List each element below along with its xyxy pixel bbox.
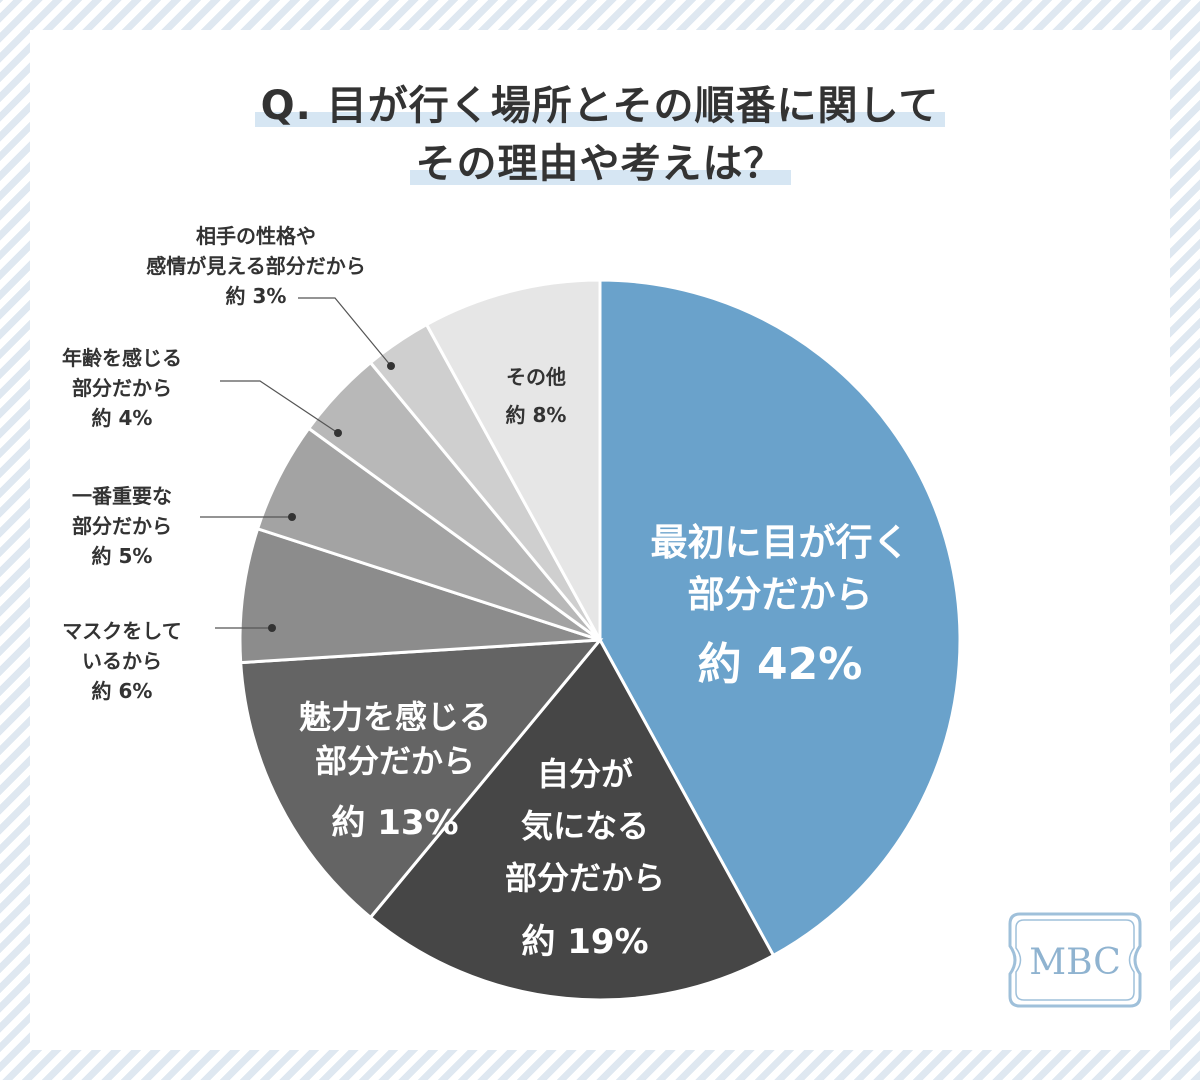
title-text-1: Q. 目が行く場所とその順番に関して bbox=[254, 82, 946, 130]
callout-pct-4: 約 5% bbox=[92, 544, 153, 568]
slice-label-1-line-1: 気になる bbox=[521, 807, 649, 845]
callout-dot-4 bbox=[288, 513, 296, 521]
callout-dot-6 bbox=[387, 362, 395, 370]
slice-label-7-line-0: その他 bbox=[506, 365, 566, 389]
mbc-logo: MBC bbox=[1008, 912, 1142, 1008]
pie-slice-7 bbox=[424, 278, 602, 641]
callout-label-4-line-0: 一番重要な bbox=[72, 484, 172, 508]
callout-label-6-line-0: 相手の性格や bbox=[196, 224, 316, 248]
logo-frame-inner bbox=[1015, 919, 1135, 1001]
slice-pct-1: 約 19% bbox=[521, 922, 648, 962]
slice-label-0-line-0: 最初に目が行く bbox=[651, 521, 910, 564]
pie-slice-3 bbox=[238, 526, 601, 665]
pie-slice-1 bbox=[368, 637, 776, 1002]
chart-title-line-1: Q. 目が行く場所とその順番に関して bbox=[0, 82, 1200, 130]
logo-text: MBC bbox=[1029, 942, 1121, 983]
slice-label-0-line-1: 部分だから bbox=[688, 573, 873, 616]
chart-title-line-2: その理由や考えは？ bbox=[0, 140, 1200, 188]
callout-label-5-line-0: 年齢を感じる bbox=[62, 346, 182, 370]
callout-line-6 bbox=[298, 297, 392, 367]
slice-pct-7: 約 8% bbox=[506, 403, 567, 427]
pie-slice-0 bbox=[598, 278, 962, 958]
slice-label-1-line-2: 部分だから bbox=[505, 859, 665, 897]
callout-pct-6: 約 3% bbox=[226, 284, 287, 308]
callout-pct-3: 約 6% bbox=[92, 679, 153, 703]
slice-label-2-line-0: 魅力を感じる bbox=[299, 698, 491, 736]
slice-pct-2: 約 13% bbox=[331, 803, 458, 843]
callout-dot-3 bbox=[268, 624, 276, 632]
pie-slice-2 bbox=[239, 638, 604, 920]
callout-line-5 bbox=[220, 380, 339, 434]
title-text-2: その理由や考えは？ bbox=[409, 140, 791, 188]
slice-pct-0: 約 42% bbox=[698, 639, 863, 690]
callout-dot-5 bbox=[334, 429, 342, 437]
callout-pct-5: 約 4% bbox=[92, 406, 153, 430]
callout-label-3-line-1: いるから bbox=[82, 649, 162, 673]
slice-label-2-line-1: 部分だから bbox=[315, 742, 475, 780]
callout-label-4-line-1: 部分だから bbox=[72, 514, 172, 538]
callout-label-3-line-0: マスクをして bbox=[62, 619, 181, 643]
callout-label-5-line-1: 部分だから bbox=[72, 376, 172, 400]
slice-label-1-line-0: 自分が bbox=[537, 755, 633, 793]
logo-frame bbox=[1008, 912, 1142, 1008]
callout-label-6-line-1: 感情が見える部分だから bbox=[146, 254, 365, 278]
